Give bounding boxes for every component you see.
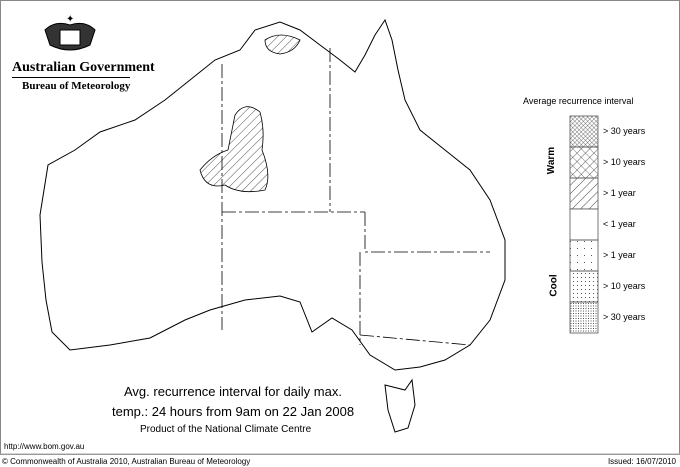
legend-label: > 10 years <box>603 157 646 167</box>
logo-government: Australian Government <box>12 60 155 75</box>
logo-bureau: Bureau of Meteorology <box>22 80 131 92</box>
tasmania <box>384 378 416 433</box>
australia-mainland <box>39 18 506 371</box>
issued-date: Issued: 16/07/2010 <box>607 457 676 466</box>
state-borders <box>221 48 490 346</box>
logo-crest: ✦ <box>44 14 96 51</box>
copyright: © Commonwealth of Australia 2010, Austra… <box>2 457 251 466</box>
map-product: Product of the National Climate Centre <box>140 424 312 435</box>
map-title-line2: temp.: 24 hours from 9am on 22 Jan 2008 <box>112 404 355 419</box>
legend-label: > 1 year <box>603 188 636 198</box>
map-title-line1: Avg. recurrence interval for daily max. <box>124 384 342 399</box>
warm-1yr-area-north <box>264 34 301 55</box>
legend-label: > 10 years <box>603 281 646 291</box>
legend-label: < 1 year <box>603 219 636 229</box>
logo-divider <box>12 77 130 78</box>
svg-text:✦: ✦ <box>66 14 74 25</box>
legend-title: Average recurrence interval <box>523 96 634 106</box>
legend-warm-label: Warm <box>546 146 558 175</box>
legend-label: > 1 year <box>603 250 636 260</box>
legend-label: > 30 years <box>603 126 646 136</box>
legend-swatches <box>569 115 599 334</box>
warm-1yr-area-main <box>199 106 269 193</box>
legend-cool-label: Cool <box>548 274 560 297</box>
bom-url-link[interactable]: http://www.bom.gov.au <box>4 442 85 451</box>
legend-label: > 30 years <box>603 312 646 322</box>
